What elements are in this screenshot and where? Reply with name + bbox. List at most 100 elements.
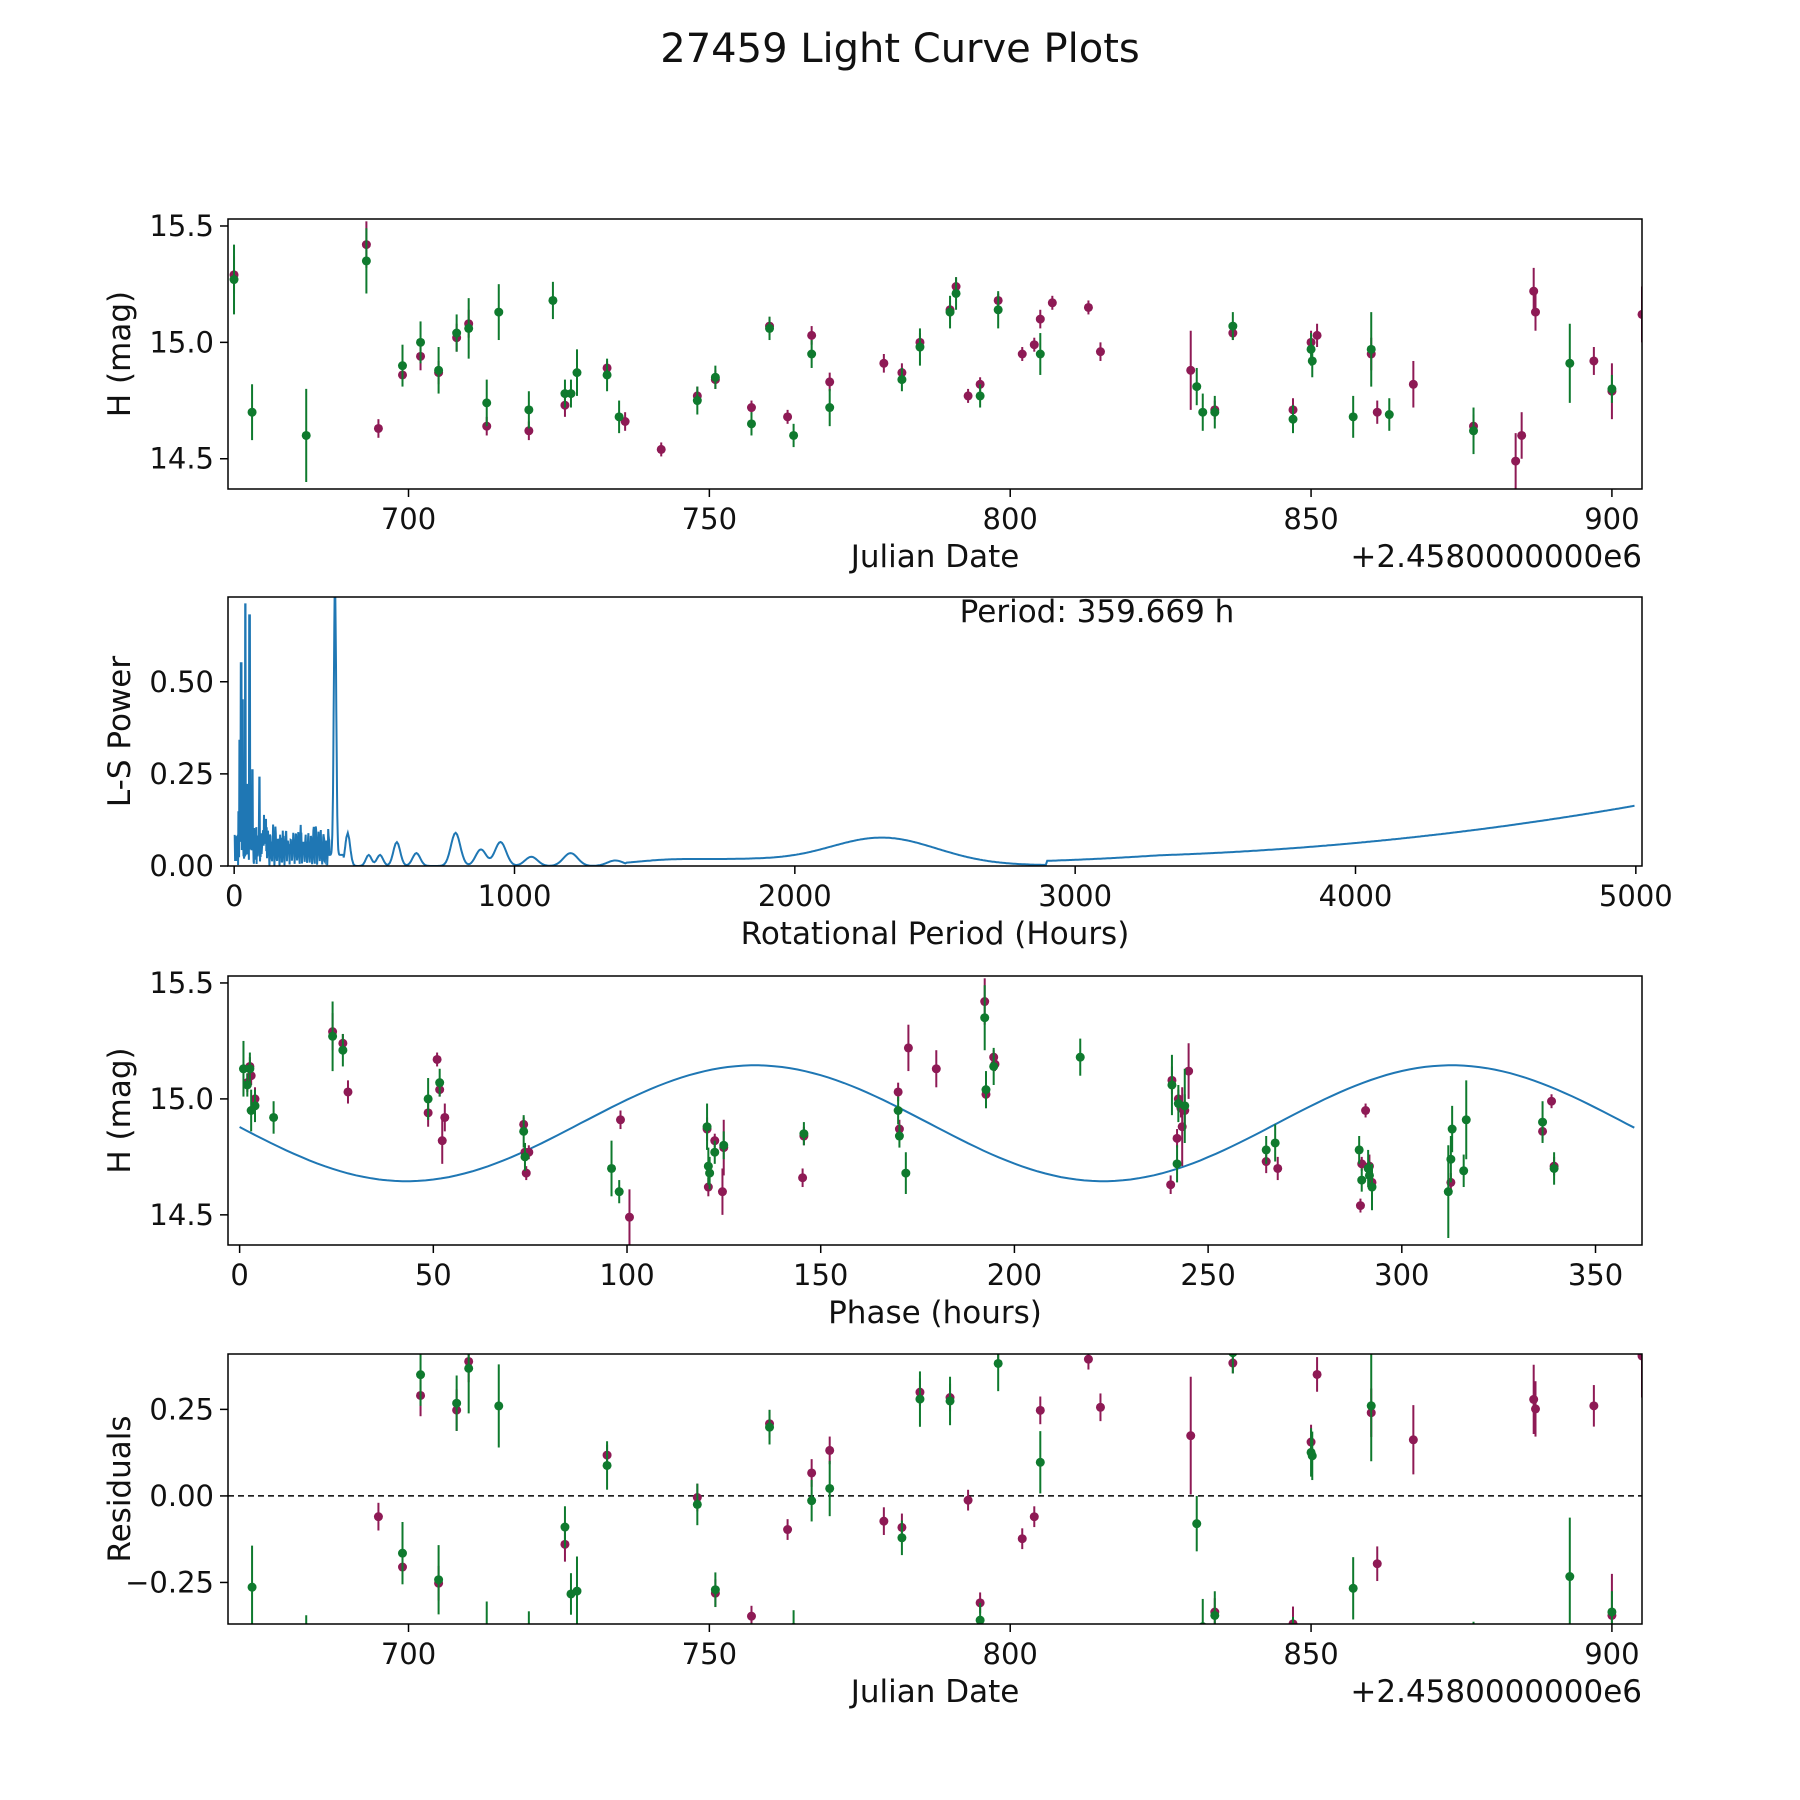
data-point (1366, 344, 1376, 354)
series-b-residual-point (1307, 1431, 1317, 1481)
series-b-point (1210, 395, 1220, 429)
data-point (879, 1516, 889, 1526)
y-tick-label: 14.5 (149, 1198, 214, 1232)
data-point (1385, 1648, 1394, 1657)
data-point (1354, 1145, 1364, 1155)
series-b-phased-point (893, 1096, 903, 1125)
data-point (981, 1085, 991, 1095)
data-point (1192, 382, 1202, 392)
series-a-residual-point (1469, 1632, 1478, 1667)
series-b-point (524, 391, 534, 429)
data-point (1589, 1401, 1599, 1411)
y-axis-label: L-S Power (102, 656, 138, 807)
series-a-residual-point (963, 1489, 973, 1511)
data-point (657, 1673, 666, 1682)
data-point (452, 1398, 462, 1408)
series-b-point (975, 384, 985, 408)
series-b-point (692, 386, 702, 415)
series-b-point (247, 384, 257, 441)
data-point (1017, 1534, 1027, 1544)
series-a-point (825, 372, 835, 392)
series-a-point (1589, 347, 1599, 375)
series-b-point (482, 379, 492, 427)
series-b-residual-point (615, 1626, 624, 1674)
data-point (230, 1294, 239, 1303)
data-point (566, 389, 576, 399)
y-tick-label: 0.50 (149, 665, 214, 699)
series-b-residual-point (1228, 1354, 1238, 1374)
data-point (656, 444, 666, 454)
series-b-phased-point (799, 1122, 809, 1146)
series-a-point (1517, 412, 1527, 459)
panel-periodogram: 0 1000 2000 3000 4000 5000 0.00 0.25 0.50 Rotatio… (102, 594, 1673, 952)
data-point (524, 405, 534, 415)
data-point (397, 361, 407, 371)
x-tick-label: 350 (1568, 1258, 1623, 1292)
series-b-residual-point (485, 1601, 488, 1624)
series-b-residual-point (825, 1460, 835, 1517)
data-point (1530, 307, 1540, 317)
data-point (1529, 286, 1539, 296)
series-a-residual-point (373, 1502, 383, 1531)
data-point (825, 377, 835, 387)
series-b-point (1366, 312, 1376, 387)
series-b-phased-point (607, 1140, 617, 1197)
data-point (520, 1152, 530, 1162)
series-b-phased-point (1270, 1124, 1280, 1162)
data-point (1307, 356, 1317, 366)
data-point (301, 430, 311, 440)
data-point (1511, 456, 1521, 466)
data-point (269, 1112, 279, 1122)
series-b-residual-point (1199, 1598, 1207, 1624)
x-tick-label: 850 (1283, 1637, 1338, 1671)
data-point (1095, 347, 1105, 357)
series-b-residual-point (1035, 1431, 1045, 1494)
data-point (1547, 1096, 1557, 1106)
series-b-point (915, 328, 925, 366)
series-b-residual-point (302, 1615, 311, 1689)
data-point (1529, 1394, 1539, 1404)
y-tick-label: 15.5 (149, 209, 214, 243)
data-point (993, 1358, 1003, 1368)
series-a-phased-point (1184, 1043, 1194, 1099)
y-tick-label: 0.00 (149, 849, 214, 883)
data-point (615, 1115, 625, 1125)
series-a-residual-point (1186, 1376, 1196, 1495)
data-point (1355, 1201, 1365, 1211)
data-point (783, 1525, 793, 1535)
series-a-phased-point (1172, 1129, 1182, 1148)
series-b-phased-point (989, 1047, 999, 1085)
series-a-phased-point (432, 1052, 442, 1067)
series-b-phased-point (901, 1152, 911, 1194)
series-b-residual-point (397, 1522, 407, 1585)
series-a-residual-point (1083, 1354, 1093, 1370)
x-tick-label: 900 (1584, 502, 1639, 536)
series-a-point (656, 442, 666, 457)
data-point (1607, 1607, 1617, 1617)
data-point (1261, 1145, 1271, 1155)
series-a-residual-point (1529, 1364, 1539, 1435)
series-b-residual-point (452, 1375, 462, 1431)
data-point (1461, 1115, 1471, 1125)
series-b-phased-point (269, 1101, 279, 1134)
series-a-point (1035, 309, 1045, 329)
series-a-residual-point (879, 1507, 889, 1535)
data-point (1228, 321, 1238, 331)
data-point (328, 1031, 338, 1041)
series-b-phased-point (1357, 1168, 1367, 1192)
x-tick-label: 850 (1283, 502, 1338, 536)
data-point (746, 1611, 756, 1621)
series-b-point (951, 277, 961, 310)
series-b-point (1384, 398, 1394, 431)
x-tick-label: 750 (682, 1637, 737, 1671)
data-point (1348, 1583, 1358, 1593)
data-point (1637, 1354, 1642, 1361)
data-point (746, 403, 756, 413)
data-point (302, 1680, 311, 1689)
series-b-point (301, 388, 311, 483)
x-tick-label: 900 (1584, 1637, 1639, 1671)
data-point (362, 1268, 371, 1277)
series-b-phased-point (245, 1052, 255, 1085)
data-point (1459, 1166, 1469, 1176)
x-tick-label: 2000 (758, 879, 832, 913)
